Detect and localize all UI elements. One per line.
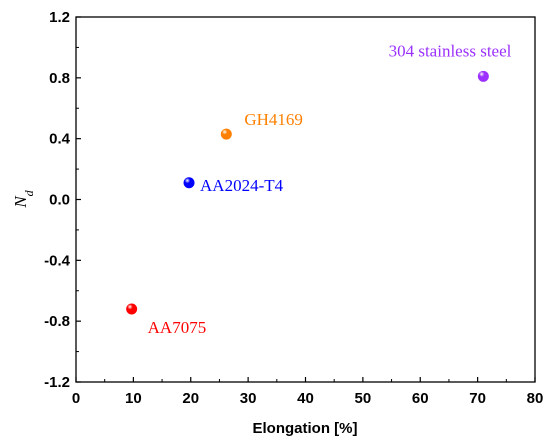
y-tick-label: 0.4 xyxy=(49,131,71,148)
data-point xyxy=(126,303,138,315)
y-tick-label: -0.4 xyxy=(44,252,71,269)
x-tick-label: 10 xyxy=(125,390,142,407)
data-points: AA7075 AA2024-T4 GH4169 304 stainless steel xyxy=(126,41,512,337)
x-tick-label: 0 xyxy=(72,390,80,407)
y-tick-label: 1.2 xyxy=(49,9,70,26)
y-axis-title: Nd xyxy=(11,189,36,208)
data-point xyxy=(477,70,489,82)
x-tick-label: 60 xyxy=(412,390,429,407)
x-axis: 0 10 20 30 40 50 60 70 80 xyxy=(72,377,544,407)
x-tick-label: 30 xyxy=(240,390,257,407)
y-axis-title-subscript: d xyxy=(22,189,36,196)
data-label: 304 stainless steel xyxy=(389,41,512,60)
x-tick-label: 40 xyxy=(297,390,314,407)
data-label: AA2024-T4 xyxy=(200,176,284,195)
x-tick-label: 70 xyxy=(469,390,486,407)
data-point xyxy=(220,128,232,140)
y-tick-label: 0.8 xyxy=(49,70,70,87)
data-label: GH4169 xyxy=(244,110,303,129)
y-axis: -1.2 -0.8 -0.4 0.0 0.4 0.8 1.2 xyxy=(44,9,81,391)
x-tick-label: 80 xyxy=(527,390,544,407)
y-tick-label: -1.2 xyxy=(44,374,70,391)
data-label: AA7075 xyxy=(148,318,207,337)
plot-frame xyxy=(75,16,536,383)
x-axis-title: Elongation [%] xyxy=(253,420,358,437)
data-point xyxy=(183,177,195,189)
x-tick-label: 50 xyxy=(355,390,372,407)
y-tick-label: 0.0 xyxy=(49,192,70,209)
x-tick-label: 20 xyxy=(182,390,199,407)
y-axis-title-main: N xyxy=(11,195,30,209)
y-tick-label: -0.8 xyxy=(44,313,70,330)
